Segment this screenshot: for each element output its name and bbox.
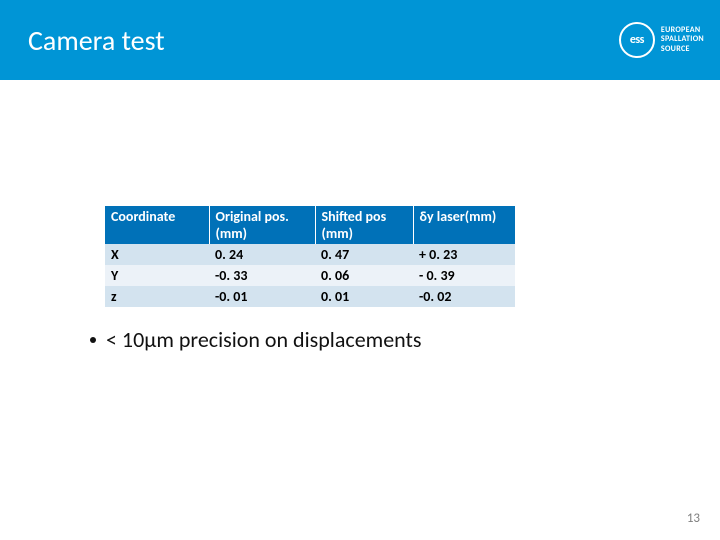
cell-shift: 0. 01 — [315, 286, 413, 307]
table-row: z -0. 01 0. 01 -0. 02 — [105, 286, 515, 307]
logo-inner-text: ess — [630, 33, 644, 47]
col-shifted: Shifted pos (mm) — [315, 206, 413, 244]
header-bar: Camera test ess EUROPEAN SPALLATION SOUR… — [0, 0, 720, 80]
cell-shift: 0. 47 — [315, 244, 413, 265]
ess-logo-icon: ess — [619, 22, 655, 58]
col-dy: δy laser(mm) — [413, 206, 515, 244]
cell-orig: -0. 33 — [209, 265, 315, 286]
cell-dy: + 0. 23 — [413, 244, 515, 265]
cell-dy: - 0. 39 — [413, 265, 515, 286]
page-number: 13 — [687, 511, 700, 526]
col-coordinate: Coordinate — [105, 206, 209, 244]
bullet-text: < 10μm precision on displacements — [106, 326, 422, 353]
bullet-item: < 10μm precision on displacements — [90, 326, 422, 353]
logo-block: ess EUROPEAN SPALLATION SOURCE — [619, 22, 704, 58]
logo-line3: SOURCE — [661, 45, 704, 54]
table-row: Y -0. 33 0. 06 - 0. 39 — [105, 265, 515, 286]
table-row: X 0. 24 0. 47 + 0. 23 — [105, 244, 515, 265]
cell-coord: z — [105, 286, 209, 307]
cell-coord: X — [105, 244, 209, 265]
coordinate-table: Coordinate Original pos. (mm) Shifted po… — [105, 206, 515, 307]
logo-text: EUROPEAN SPALLATION SOURCE — [661, 26, 704, 54]
cell-dy: -0. 02 — [413, 286, 515, 307]
cell-orig: 0. 24 — [209, 244, 315, 265]
bullet-dot-icon — [90, 337, 96, 343]
cell-shift: 0. 06 — [315, 265, 413, 286]
table-header-row: Coordinate Original pos. (mm) Shifted po… — [105, 206, 515, 244]
col-original: Original pos. (mm) — [209, 206, 315, 244]
cell-orig: -0. 01 — [209, 286, 315, 307]
page-title: Camera test — [28, 23, 165, 58]
data-table-container: Coordinate Original pos. (mm) Shifted po… — [105, 206, 515, 307]
cell-coord: Y — [105, 265, 209, 286]
